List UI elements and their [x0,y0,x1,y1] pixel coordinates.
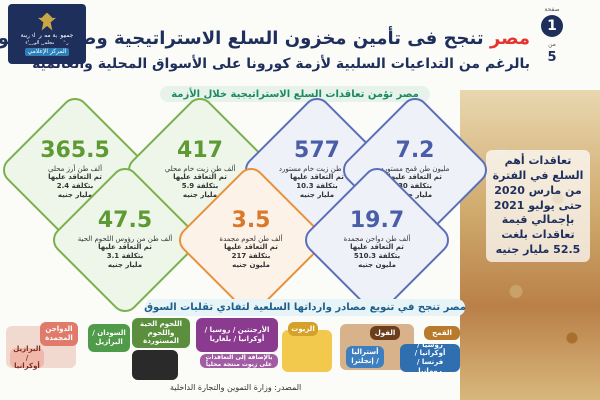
card-value: 417 [177,137,223,163]
card-value: 19.7 [349,207,405,233]
section-1-banner: مصر تؤمن تعاقدات السلع الاستراتيجية خلال… [160,86,430,102]
card-sub: تم التعاقد عليها [290,173,344,182]
card-sub: مليار جنيه [57,191,93,200]
card-desc: ألف طن أرز محلي [47,164,103,173]
subtitle: بالرغم من التداعيات السلبية لأزمة كورونا… [32,56,530,72]
logo-line-1: جمهورية مصر العربية [20,31,74,39]
card-frozen-meat: 3.5 ألف طن لحوم مجمدة تم التعاقد عليها ب… [173,162,329,318]
card-desc: ألف طن لحوم مجمدة [219,234,283,243]
page-total: 5 [547,50,557,65]
card-value: 47.5 [97,207,153,233]
card-sub: مليار جنيه [299,191,335,200]
cattle-photo [132,350,178,380]
section-2-banner: مصر تنجح في تنويع مصادر وارداتها السلعية… [144,299,466,316]
card-sub: مليون جنيه [358,261,396,270]
source-beans-origins: أستراليا / إنجلترا [346,346,384,368]
card-sub: بتكلفة 217 [231,252,271,261]
page-label: صفحة [544,6,560,13]
card-sub: تم التعاقد عليها [224,243,278,252]
source-note: المصدر: وزارة التموين والتجارة الداخلية [170,383,302,392]
title-rest: تنجح فى تأمين مخزون السلع الاستراتيجية و… [0,28,484,49]
title-brand: مصر [489,28,530,49]
card-desc: ألف طن زيت خام مستورد [278,164,356,173]
card-sub: مليار جنيه [397,191,433,200]
card-wheat: 7.2 مليون طن قمح مستورد تم التعاقد عليها… [337,92,493,248]
card-sub: تم التعاقد عليها [350,243,404,252]
oil-bottles-photo [282,330,332,372]
card-local-oil: 417 ألف طن زيت خام محلي تم التعاقد عليها… [122,92,278,248]
logo-line-3: المركز الإعلامي [24,47,70,56]
source-oils-title: الزيوت [288,322,318,336]
card-sub: بتكلفة 30 [398,182,432,191]
card-value: 3.5 [231,207,271,233]
source-meat: اللحوم الحية واللحوم المستوردة [132,318,190,348]
source-oils-origins: الأرجنتين / روسيا / أوكرانيا / بلغاريا [196,318,278,352]
card-sub: بتكلفة 3.1 [106,252,144,261]
page-from-label: من [548,41,556,48]
card-imported-oil: 577 ألف طن زيت خام مستورد تم التعاقد علي… [239,92,395,248]
card-desc: مليون طن قمح مستورد [380,164,450,173]
card-sub: بتكلفة 5.9 [181,182,219,191]
card-sub: تم التعاقد عليها [98,243,152,252]
card-sub: تم التعاقد عليها [173,173,227,182]
card-live-meat: 47.5 ألف طن من رؤوس اللحوم الحية تم التع… [47,162,203,318]
card-desc: ألف طن دواجن مجمدة [343,234,411,243]
card-value: 365.5 [40,137,110,163]
cabinet-logo: جمهورية مصر العربية رئاسة مجلس الوزراء ا… [8,4,86,64]
card-sub: بتكلفة 10.3 [296,182,338,191]
source-frozen-poultry: الدواجن المجمدة [40,322,78,346]
source-beans-title: الفول [370,326,400,340]
page-number: 1 [541,15,563,37]
card-value: 7.2 [395,137,435,163]
card-desc: ألف طن من رؤوس اللحوم الحية [77,234,173,243]
summary-text: تعاقدات أهم السلع في الفترة من مارس 2020… [486,150,590,262]
card-desc: ألف طن زيت خام محلي [164,164,236,173]
source-oils-note: بالإضافة إلى التعاقدات على زيوت منتجة مح… [200,354,278,368]
logo-line-2: رئاسة مجلس الوزراء [25,39,69,46]
card-sub: مليار جنيه [182,191,218,200]
card-sub: تم التعاقد عليها [388,173,442,182]
card-value: 577 [294,137,340,163]
main-title: مصر تنجح فى تأمين مخزون السلع الاستراتيج… [0,28,530,49]
card-sub: بتكلفة 2.4 [56,182,94,191]
card-sub: بتكلفة 510.3 [353,252,401,261]
source-wheat-origins: روسيا / أوكرانيا / فرنسا / رومانيا [400,341,460,375]
source-wheat-title: القمح [424,326,460,340]
card-rice: 365.5 ألف طن أرز محلي تم التعاقد عليها ب… [0,92,153,248]
card-sub: تم التعاقد عليها [48,173,102,182]
card-frozen-poultry: 19.7 ألف طن دواجن مجمدة تم التعاقد عليها… [299,162,455,318]
source-live-meat-origins: السودان / البرازيل [88,324,130,352]
card-sub: مليار جنيه [107,261,143,270]
page-indicator: صفحة 1 من 5 [538,4,566,92]
card-sub: مليون جنيه [232,261,270,270]
source-frozen-poultry-origins: البرازيل / أوكرانيا [10,345,44,370]
